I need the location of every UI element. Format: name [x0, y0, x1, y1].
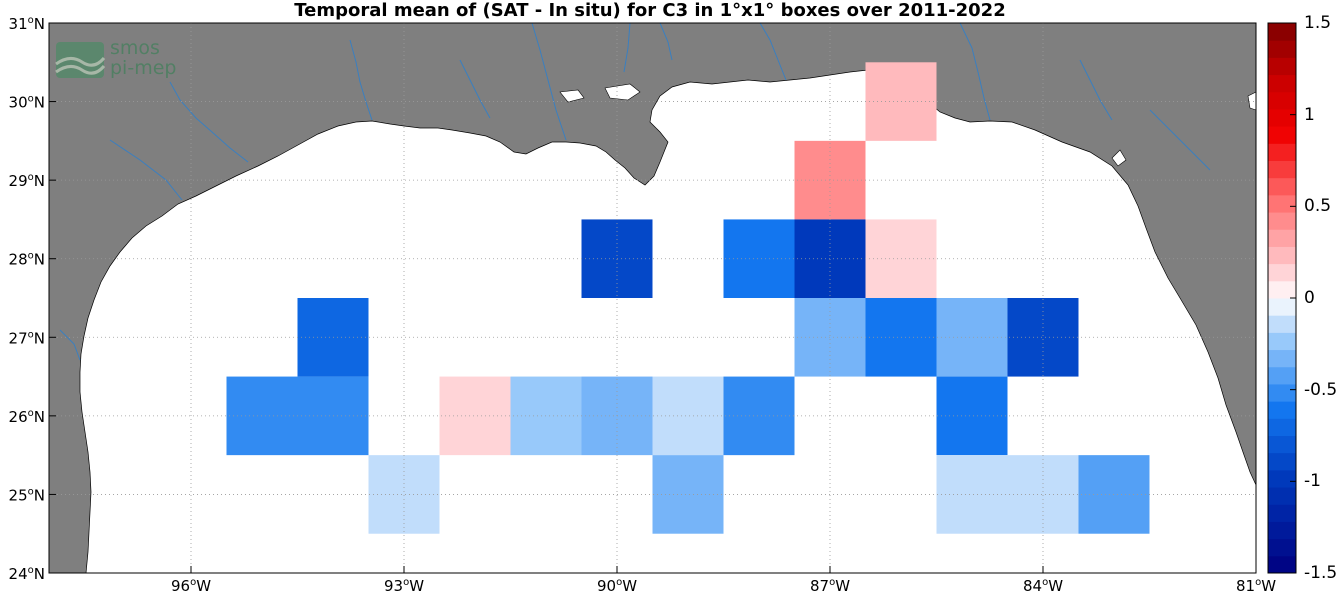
map-frame [48, 22, 1257, 574]
tick-label-lon: 84oW [1023, 577, 1063, 594]
island [1111, 149, 1127, 167]
colorbar-swatch [1268, 555, 1296, 574]
logo-text-smos: smos [110, 37, 160, 59]
colorbar-swatch [1268, 366, 1296, 385]
data-cells [226, 62, 1150, 534]
tick-label-lon: 96oW [171, 577, 211, 594]
island [604, 83, 641, 101]
map-title: Temporal mean of (SAT - In situ) for C3 … [294, 0, 1006, 21]
colorbar-swatch [1268, 91, 1296, 110]
heatmap-cell [723, 376, 795, 456]
heatmap-cell [936, 298, 1008, 377]
colorbar-swatch [1268, 212, 1296, 230]
tick-label-lon: 93oW [384, 577, 424, 594]
colorbar-swatch [1268, 143, 1296, 161]
colorbar-swatch [1268, 521, 1296, 540]
colorbar-swatch [1268, 246, 1296, 265]
tick-label-lon: 81oW [1236, 577, 1276, 594]
colorbar-tick-label: -1 [1304, 471, 1321, 492]
heatmap-cell [368, 455, 440, 534]
smos-pi-mep-logo: smos pi-mep [55, 37, 176, 79]
colorbar-swatch [1268, 349, 1296, 368]
tick-label-lon: 87oW [810, 577, 850, 594]
logo-wave [55, 64, 106, 75]
colorbar-swatch [1268, 280, 1296, 299]
tick-label-lon: 90oW [597, 577, 637, 594]
colorbar-swatch [1268, 383, 1296, 402]
tick-label-lat: 29oN [9, 172, 45, 190]
colorbar-swatch [1268, 57, 1296, 76]
colorbar [1268, 23, 1296, 574]
colorbar-swatch [1268, 469, 1296, 488]
logo-text-pimep: pi-mep [110, 57, 176, 79]
longitude-axis: 96oW 93oW 90oW 87oW 84oW 81oW [171, 566, 1276, 594]
land-area [48, 22, 1257, 574]
colorbar-tick-label: 1 [1304, 104, 1315, 125]
colorbar-swatch [1268, 435, 1296, 454]
colorbar-tick-label: 0.5 [1304, 196, 1332, 217]
colorbar-swatch [1268, 229, 1296, 247]
heatmap-cell [652, 376, 724, 456]
colorbar-ticks [1290, 22, 1296, 574]
latitude-axis: 24oN 25oN 26oN 27oN 28oN 29oN 30oN 31oN [9, 15, 56, 583]
colorbar-swatch [1268, 23, 1296, 41]
tick-label-lat: 24oN [9, 565, 45, 583]
colorbar-swatch [1268, 418, 1296, 436]
colorbar-swatch [1268, 487, 1296, 505]
heatmap-cell [439, 376, 511, 456]
colorbar-tick-label: 0 [1304, 288, 1315, 308]
tick-label-lat: 30oN [9, 94, 45, 112]
colorbar-tick-label: 1.5 [1304, 13, 1332, 33]
colorbar-swatch [1268, 40, 1296, 58]
colorbar-swatch [1268, 108, 1296, 127]
heatmap-cell [1007, 298, 1079, 377]
heatmap-cell [936, 376, 1008, 456]
colorbar-swatch [1268, 298, 1296, 316]
tick-label-lat: 31oN [9, 15, 45, 33]
heatmap-cell [652, 455, 724, 534]
colorbar-tick-label: -1.5 [1304, 563, 1338, 583]
colorbar-swatch [1268, 538, 1296, 557]
heatmap-cell [1007, 455, 1079, 534]
logo-wave [55, 56, 106, 67]
island [559, 89, 585, 103]
colorbar-swatch [1268, 401, 1296, 419]
colorbar-swatch [1268, 126, 1296, 144]
colorbar-swatch [1268, 263, 1296, 282]
colorbar-swatch [1268, 315, 1296, 333]
colorbar-swatch [1268, 194, 1296, 213]
tick-label-lat: 27oN [9, 329, 45, 347]
tick-label-lat: 28oN [9, 251, 45, 269]
colorbar-swatch [1268, 332, 1296, 351]
colorbar-swatch [1268, 160, 1296, 179]
colorbar-tick-label: -0.5 [1304, 379, 1338, 400]
colorbar-swatch [1268, 504, 1296, 522]
tick-label-lat: 25oN [9, 486, 45, 504]
colorbar-swatch [1268, 74, 1296, 93]
colorbar-swatch [1268, 177, 1296, 196]
colorbar-swatch [1268, 452, 1296, 471]
heatmap-cell [936, 455, 1008, 534]
tick-label-lat: 26oN [9, 408, 45, 426]
rivers [59, 22, 1211, 361]
heatmap-cell [723, 219, 795, 298]
